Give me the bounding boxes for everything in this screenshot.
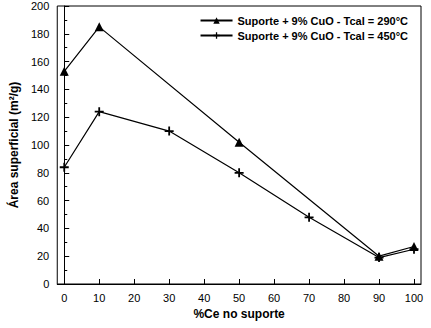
svg-text:40: 40	[198, 292, 210, 304]
svg-text:0: 0	[61, 292, 67, 304]
svg-text:180: 180	[31, 28, 49, 40]
svg-text:200: 200	[31, 0, 49, 12]
svg-text:140: 140	[31, 83, 49, 95]
svg-text:20: 20	[37, 250, 49, 262]
svg-text:Suporte + 9% CuO - Tcal = 450°: Suporte + 9% CuO - Tcal = 450°C	[238, 30, 409, 42]
svg-text:Área superficial (m²/g): Área superficial (m²/g)	[6, 82, 21, 209]
svg-text:80: 80	[338, 292, 350, 304]
svg-text:30: 30	[163, 292, 175, 304]
svg-text:0: 0	[43, 278, 49, 290]
svg-text:80: 80	[37, 167, 49, 179]
svg-text:100: 100	[31, 139, 49, 151]
svg-text:60: 60	[37, 195, 49, 207]
svg-text:100: 100	[405, 292, 423, 304]
svg-text:90: 90	[373, 292, 385, 304]
svg-text:50: 50	[233, 292, 245, 304]
svg-text:120: 120	[31, 111, 49, 123]
svg-text:40: 40	[37, 222, 49, 234]
svg-text:70: 70	[303, 292, 315, 304]
svg-text:10: 10	[93, 292, 105, 304]
svg-text:160: 160	[31, 56, 49, 68]
svg-text:Suporte + 9% CuO - Tcal = 290°: Suporte + 9% CuO - Tcal = 290°C	[238, 15, 409, 27]
svg-text:20: 20	[128, 292, 140, 304]
svg-text:%Ce no suporte: %Ce no suporte	[193, 307, 285, 321]
svg-text:60: 60	[268, 292, 280, 304]
